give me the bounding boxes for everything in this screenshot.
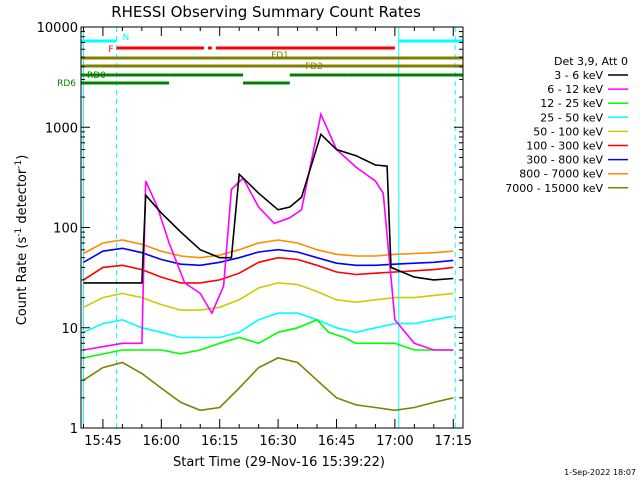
x-tick-label: 16:45 — [318, 434, 355, 449]
legend-title: Det 3,9, Att 0 — [554, 55, 628, 68]
flag-bars: NF FD1 FD2 RD0 RD6 — [57, 33, 463, 89]
y-tick-label: 1000 — [45, 121, 78, 136]
legend-entry-label: 7000 - 15000 keV — [505, 182, 603, 195]
flag-label-fd2: FD2 — [305, 62, 323, 72]
series-line-12-25-keV — [83, 318, 454, 359]
legend-entry-label: 800 - 7000 keV — [519, 168, 603, 181]
flag-label-n: N — [123, 33, 130, 43]
series-line-50-100-keV — [83, 282, 454, 311]
y-tick-label: 100 — [53, 222, 78, 237]
legend-entry-label: 50 - 100 keV — [533, 125, 603, 138]
series-line-800-7000-keV — [83, 239, 454, 259]
legend-entry-label: 300 - 800 keV — [526, 154, 603, 167]
legend-entry-label: 3 - 6 keV — [554, 69, 603, 82]
plot-area — [82, 27, 456, 428]
series-lines — [83, 111, 454, 412]
x-tick-label: 17:15 — [435, 434, 472, 449]
series-line-100-300-keV — [83, 256, 454, 284]
x-tick-label: 15:45 — [84, 434, 121, 449]
x-tick-label: 16:00 — [143, 434, 180, 449]
y-tick-label: 1 — [70, 422, 78, 437]
footer-date: 1-Sep-2022 18:07 — [564, 468, 636, 477]
series-line-3-6-keV — [83, 132, 454, 284]
y-axis-label-end: ) — [15, 155, 30, 160]
legend-entry-label: 12 - 25 keV — [540, 97, 603, 110]
series-line-7000-15000-keV — [83, 357, 454, 412]
x-tick-label: 17:00 — [376, 434, 413, 449]
flag-label-fd1: FD1 — [271, 51, 289, 61]
legend-entry-label: 25 - 50 keV — [540, 111, 603, 124]
y-tick-label: 10000 — [37, 21, 78, 36]
y-axis-label-sup2: -1 — [14, 160, 24, 169]
flag-label-f: F — [108, 45, 113, 55]
legend-entry-label: 100 - 300 keV — [526, 140, 603, 153]
flag-label-rd0: RD0 — [87, 71, 106, 81]
axes: 1 10 100 1000 10000 15:45 16:00 16:15 16:30 16:45… — [37, 21, 472, 449]
x-tick-label: 16:30 — [259, 434, 296, 449]
flag-label-rd6: RD6 — [57, 79, 76, 89]
y-axis-label: Count Rate (s-1 detector-1) — [14, 155, 30, 326]
x-tick-label: 16:15 — [201, 434, 238, 449]
series-line-6-12-keV — [83, 111, 454, 351]
series-line-25-50-keV — [83, 312, 454, 339]
y-axis-label-mid: detector — [15, 168, 30, 228]
y-axis-label-main: Count Rate (s — [15, 237, 30, 326]
legend-entry-label: 6 - 12 keV — [547, 83, 603, 96]
x-axis-label: Start Time (29-Nov-16 15:39:22) — [173, 455, 385, 470]
chart-title: RHESSI Observing Summary Count Rates — [111, 3, 421, 21]
y-axis-label-sup1: -1 — [14, 228, 24, 237]
y-tick-label: 10 — [61, 322, 78, 337]
